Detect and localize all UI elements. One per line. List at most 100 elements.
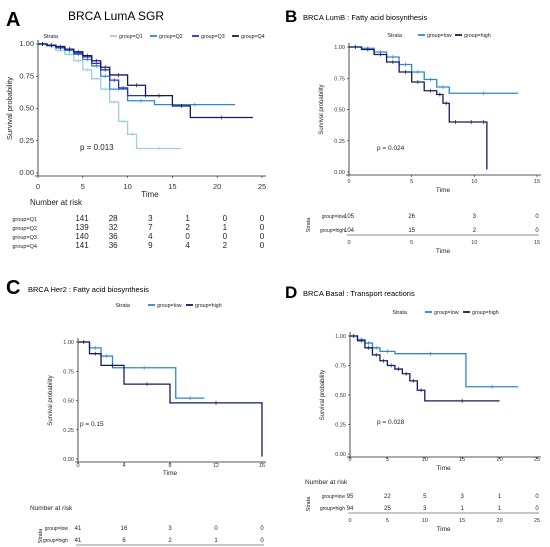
chart-title: BRCA LumA SGR [68, 9, 164, 23]
risk-count: 0 [535, 494, 539, 500]
panel-letter: B [285, 7, 297, 26]
risk-row-label: group=high [320, 228, 345, 234]
risk-count: 41 [75, 538, 82, 544]
y-tick-label: 0.00 [334, 170, 345, 176]
risk-count: 16 [121, 526, 128, 532]
risk-count: 36 [109, 232, 118, 241]
y-tick-label: 0.50 [335, 393, 346, 399]
km-plot-svg: B BRCA LumB : Fatty acid biosynthesis Stra… [285, 7, 541, 255]
legend-title: Strata [387, 33, 403, 39]
risk-x-tick-label: 5 [410, 240, 413, 246]
risk-count: 2 [168, 538, 172, 544]
y-tick-label: 0.25 [63, 428, 74, 434]
risk-count: 1 [214, 538, 218, 544]
survival-curve-low [78, 340, 205, 401]
y-tick-label: 0.25 [335, 423, 346, 429]
y-tick-label: 0.50 [334, 108, 345, 114]
y-axis-label: Survival probability [319, 84, 325, 134]
risk-table-title: Number at risk [305, 479, 348, 486]
x-tick-label: 10 [123, 182, 131, 191]
risk-row-label: group=Q3 [12, 235, 37, 241]
x-tick-label: 0 [76, 463, 79, 469]
risk-x-tick-label: 0 [348, 518, 351, 524]
legend-entry: group=low [157, 303, 182, 309]
x-tick-label: 0 [347, 179, 350, 185]
legend-title: Strata [43, 34, 59, 40]
risk-count: 3 [168, 526, 172, 532]
x-tick-label: 5 [81, 182, 85, 191]
risk-count: 0 [260, 241, 265, 250]
risk-x-tick-label: 0 [347, 240, 350, 246]
risk-count: 4 [148, 232, 153, 241]
risk-count: 32 [109, 223, 118, 232]
risk-row-label: group=Q1 [12, 217, 37, 223]
survival-curve-high [350, 334, 500, 403]
risk-row-label: group=low [322, 214, 346, 220]
risk-count: 25 [384, 506, 391, 512]
legend-entry: group=high [464, 33, 491, 39]
survival-step-line [38, 43, 254, 119]
risk-count: 3 [423, 506, 427, 512]
risk-count: 28 [109, 214, 118, 223]
legend: Strata group=low group=high [387, 33, 490, 39]
panel-letter: A [6, 9, 20, 31]
survival-curve-high [78, 340, 263, 457]
risk-count: 94 [347, 506, 354, 512]
risk-strata-label: Strata [38, 528, 44, 544]
km-panel-a: A BRCA LumA SGR Strata group=Q1 group=Q2 grou… [0, 0, 275, 273]
y-tick-label: 0.75 [335, 364, 346, 370]
p-value: p = 0.15 [80, 421, 104, 428]
survival-step-line [78, 341, 263, 457]
risk-count: 7 [148, 223, 153, 232]
legend-title: Strata [392, 310, 408, 316]
risk-count: 0 [185, 232, 190, 241]
y-tick-label: 0.00 [335, 452, 346, 458]
risk-row-label: group=high [320, 506, 345, 512]
risk-count: 3 [148, 214, 153, 223]
risk-count: 1 [461, 506, 465, 512]
risk-table-title: Number at risk [30, 198, 83, 207]
panel-letter: C [6, 277, 20, 299]
risk-x-tick-label: 25 [534, 518, 540, 524]
risk-row-label: group=Q2 [12, 226, 37, 232]
y-axis-label: Survival probability [320, 370, 326, 420]
risk-count: 0 [260, 538, 264, 544]
risk-strata-label: Strata [306, 496, 312, 512]
risk-count: 2 [223, 241, 228, 250]
risk-count: 2 [473, 228, 477, 234]
survival-step-line [349, 46, 488, 170]
legend-entry: group=Q3 [201, 34, 225, 40]
risk-count: 95 [347, 494, 354, 500]
risk-count: 0 [260, 232, 265, 241]
risk-x-axis-label: Time [436, 526, 451, 533]
y-tick-label: 0.25 [19, 136, 34, 145]
risk-x-tick-label: 15 [534, 240, 540, 246]
x-tick-label: 15 [534, 179, 540, 185]
risk-count: 0 [260, 526, 264, 532]
legend-entry: group=Q2 [159, 34, 183, 40]
x-tick-label: 5 [386, 457, 389, 463]
y-axis-label: Survival probability [5, 77, 14, 140]
risk-count: 0 [260, 214, 265, 223]
panel-letter: D [285, 283, 297, 302]
risk-row-label: group=low [45, 526, 69, 532]
legend-entry: group=high [195, 303, 222, 309]
risk-count: 36 [109, 241, 118, 250]
risk-count: 0 [535, 228, 539, 234]
y-tick-label: 0.00 [63, 457, 74, 463]
risk-count: 41 [75, 526, 82, 532]
x-tick-label: 12 [213, 463, 219, 469]
risk-count: 22 [384, 494, 391, 500]
risk-count: 0 [223, 214, 228, 223]
risk-count: 0 [260, 223, 265, 232]
risk-count: 105 [344, 214, 355, 220]
y-tick-label: 1.00 [334, 45, 345, 51]
x-tick-label: 20 [497, 457, 503, 463]
risk-count: 26 [408, 214, 415, 220]
x-axis-label: Time [163, 470, 178, 477]
x-tick-label: 0 [36, 182, 40, 191]
x-axis-label: Time [436, 465, 451, 472]
survival-step-line [350, 335, 519, 388]
